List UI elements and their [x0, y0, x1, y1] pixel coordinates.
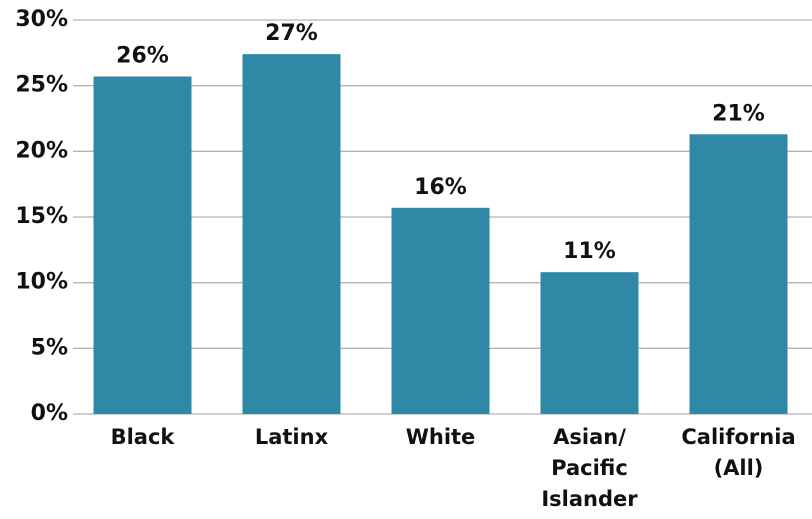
bar [540, 272, 639, 414]
y-tick-label: 20% [15, 138, 68, 163]
value-label: 27% [265, 21, 318, 46]
y-tick-label: 15% [15, 204, 68, 229]
value-label: 16% [414, 175, 467, 200]
value-label: 11% [563, 239, 616, 264]
y-tick-label: 5% [31, 335, 68, 360]
value-label: 21% [712, 101, 765, 126]
value-label: 26% [116, 43, 169, 68]
bar [391, 207, 490, 414]
y-tick-label: 0% [31, 401, 68, 426]
y-tick-label: 25% [15, 73, 68, 98]
x-tick-label: Latinx [254, 425, 329, 449]
bar [242, 54, 341, 414]
x-tick-label: California (All) [681, 425, 796, 480]
bar [93, 76, 192, 415]
bar [689, 134, 788, 414]
x-tick-label: Black [110, 425, 175, 449]
x-tick-label: Asian/ Pacific Islander [541, 425, 638, 511]
y-tick-label: 10% [15, 270, 68, 295]
x-tick-label: White [405, 425, 476, 449]
y-tick-label: 30% [15, 7, 68, 32]
